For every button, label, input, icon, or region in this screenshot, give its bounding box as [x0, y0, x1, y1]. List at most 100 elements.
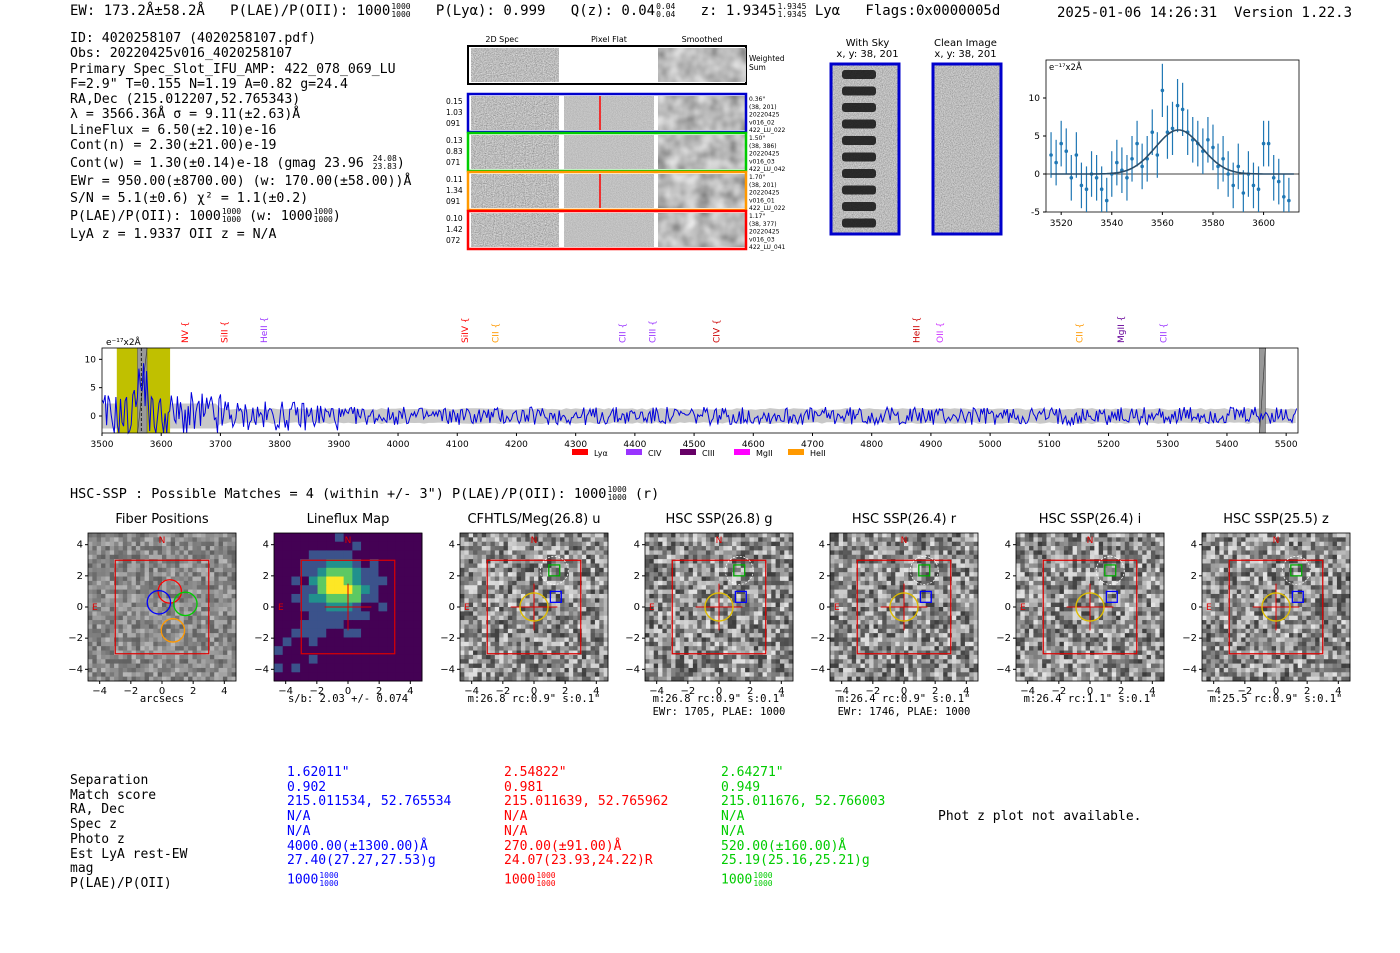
info-line: Obs: 20220425v016_4020258107 [70, 46, 293, 62]
zoom-data-point [1069, 155, 1074, 201]
cutout-ytick: −4 [1182, 664, 1197, 675]
clean-image-sub: x, y: 38, 201 [934, 49, 997, 60]
cutout-title: Fiber Positions [115, 512, 209, 527]
cutout-xtick: 2 [1118, 686, 1124, 697]
full-xtick-label: 3900 [327, 440, 350, 450]
cutout-xtick: 4 [407, 686, 413, 697]
spec2d-row-stat: 0.83 [446, 147, 463, 156]
info-plae-w: (w: 1000 [249, 209, 313, 225]
full-line-label: HeII { [913, 317, 923, 343]
fiber-circle [146, 589, 172, 615]
match-value: 27.40(27.27,27.53)g [287, 853, 436, 869]
spec2d-row-stat: 072 [446, 236, 461, 245]
cutout-xtick: −2 [123, 686, 138, 697]
cutout-xtick: −2 [1051, 686, 1066, 697]
cutout-caption-line: m:26.8 rc:0.9" s:0.1" [467, 693, 601, 705]
match-value: 0.902 [287, 779, 327, 795]
spec2d-row-stat: 0.13 [446, 136, 463, 145]
zoom-data-point [1160, 63, 1165, 117]
header-qz: Q(z): 0.04 [570, 3, 656, 19]
full-xtick-label: 5100 [1038, 440, 1061, 450]
photz-note: Phot z plot not available. [938, 809, 1142, 824]
compass-north: N [531, 536, 538, 546]
spec2d-row-stat: 1.34 [446, 186, 463, 195]
match-box-blue [734, 590, 747, 603]
match-value: N/A [287, 823, 311, 839]
cutout-xtick: −2 [1237, 686, 1252, 697]
match-column: 2.54822" 0.981 215.011639, 52.765962 N/A N/A… [504, 765, 668, 888]
zoom-data-point [1276, 158, 1281, 205]
match-labels: Separation Match score RA, Dec Spec z Ph… [70, 773, 187, 892]
full-ytick-label: 0 [90, 412, 96, 422]
compass-east: E [92, 603, 98, 613]
compass-north: N [159, 536, 166, 546]
zoom-data-point [1175, 79, 1180, 133]
cutout-title: HSC SSP(26.8) g [665, 512, 773, 527]
match-value: 215.011676, 52.766003 [721, 794, 886, 810]
full-xtick-label: 5400 [1215, 440, 1238, 450]
full-spectrum-plot: 0 5 10 3500 3600 3700 3800 3900 4000 4100 4200 4300… [85, 316, 1299, 458]
info-contw-lo: 23.83 [372, 162, 397, 172]
match-value: 1000 1000 1000 [504, 870, 556, 888]
spec2d-row-meta: (38, 386) [749, 143, 777, 150]
compass-east: E [1206, 603, 1212, 613]
cutout-ytick: −4 [996, 664, 1011, 675]
header-meta: 2025-01-06 14:26:31 Version 1.22.3 [1057, 5, 1352, 21]
cutout-ytick: 2 [77, 571, 83, 582]
match-value: 25.19(25.16,25.21)g [721, 853, 870, 869]
cutout-xtick: 0 [345, 686, 351, 697]
cutout-xtick: 0 [159, 686, 165, 697]
match-box-green [1290, 564, 1303, 577]
zoom-data-point [1221, 136, 1225, 182]
zoom-data-point [1054, 139, 1058, 186]
cutout-ytick: 0 [263, 602, 269, 613]
cutout-xtick: −4 [278, 686, 293, 697]
cutout-xtick: 0 [1273, 686, 1279, 697]
cutout-ytick: 4 [263, 540, 269, 551]
match-box-blue [919, 590, 932, 603]
cutout-xtick: −2 [865, 686, 880, 697]
cutout-ytick: −2 [440, 633, 455, 644]
aperture-box [114, 559, 210, 655]
match-value: 2.64271" [721, 765, 784, 780]
zoom-ytick-label: 5 [1034, 132, 1040, 142]
weighted-sum-label: Weighted Sum [749, 54, 785, 72]
spec2d-row-meta: 20220425 [749, 112, 780, 119]
match-value: N/A [721, 809, 745, 825]
label-mag: mag [70, 861, 94, 877]
full-axes-frame [101, 347, 1299, 434]
cutout-caption-line: EWr: 1705, PLAE: 1000 [652, 706, 786, 718]
cutout-ytick: 2 [1005, 571, 1011, 582]
hsc-title-lo: 1000 [607, 493, 627, 502]
aperture-box [300, 559, 396, 655]
cutout-caption-line: m:26.4 rc:1.1" s:0.1" [1023, 693, 1157, 705]
match-value: 1000 1000 1000 [287, 870, 339, 888]
cutout-caption: m:26.4 rc:1.1" s:0.1" [996, 693, 1184, 706]
cutout-xtick: −2 [495, 686, 510, 697]
zoom-data-point [1170, 101, 1175, 155]
full-line-label: CII { [1076, 323, 1086, 343]
cutout-xtick: 4 [963, 686, 969, 697]
full-xtick-label: 5000 [979, 440, 1002, 450]
full-line-label: MgII { [1117, 316, 1127, 343]
spec2d-row-meta: v016_02 [749, 119, 775, 126]
spec2d-row-meta: 1.70" [749, 174, 765, 181]
spec2d-row-stat: 0.15 [446, 97, 463, 106]
header-plae-hi: 1000 [391, 2, 411, 11]
cutout-ytick: −2 [254, 633, 269, 644]
cutout-ytick: 4 [819, 540, 825, 551]
cutout-ytick: 0 [77, 602, 83, 613]
cutout-ytick: −4 [68, 664, 83, 675]
info-plae-w-hi: 1000 [313, 207, 333, 217]
spec2d-row-stat: 0.10 [446, 214, 463, 223]
with-sky-title-text: With Sky [845, 38, 890, 49]
full-xtick-label: 5200 [1097, 440, 1120, 450]
zoom-data-point [1079, 162, 1084, 209]
header-plya: P(Lyα): 0.999 [435, 3, 546, 19]
spec2d-row-meta: v016_03 [749, 236, 775, 243]
info-sn: S/N = 5.1(±0.6) χ² = 1.1(±0.2) [70, 190, 309, 206]
match-value: N/A [721, 823, 745, 839]
cutout-ytick: −2 [996, 633, 1011, 644]
match-value: 2.54822" [504, 765, 567, 780]
